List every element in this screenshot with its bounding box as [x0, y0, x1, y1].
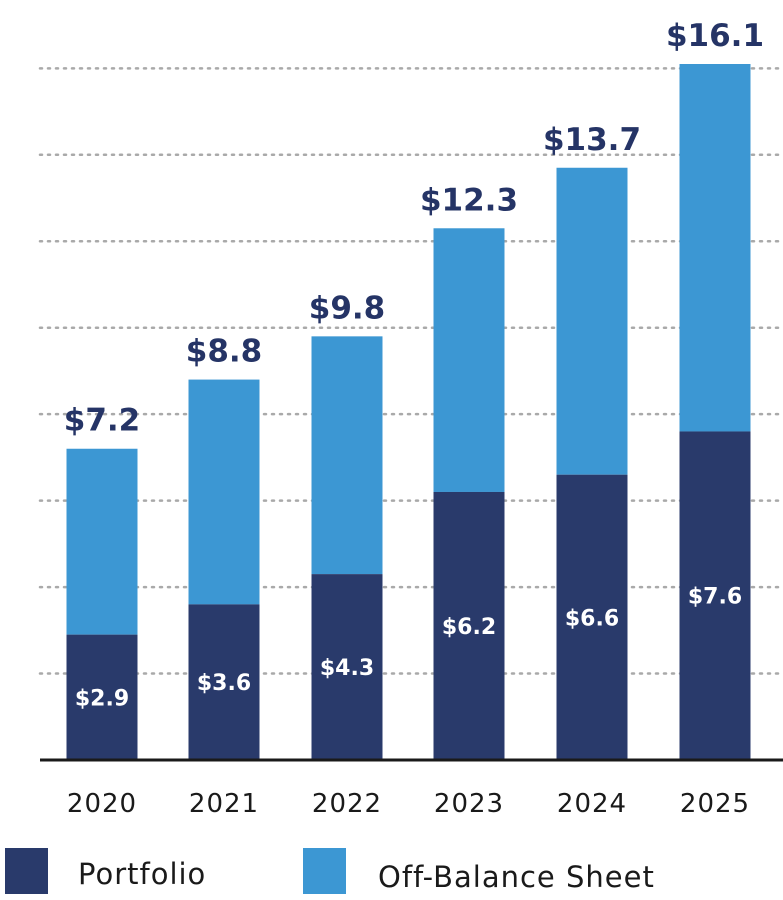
x-tick-2022: 2022 [312, 789, 382, 819]
total-label-2025: $16.1 [666, 18, 764, 54]
total-label-2023: $12.3 [420, 182, 518, 218]
bar-portfolio-2020 [66, 634, 138, 760]
portfolio-label-2021: $3.6 [197, 671, 251, 696]
bar-labels: $7.2 $2.9 $8.8 $3.6 $9.8 $4.3 $12.3 $6.2 $13.7 $6… [64, 18, 764, 711]
x-tick-2025: 2025 [680, 789, 750, 819]
total-label-2022: $9.8 [309, 290, 386, 326]
legend: Portfolio Off-Balance Sheet [5, 848, 655, 894]
x-tick-2021: 2021 [189, 789, 259, 819]
x-axis-ticks: 2020 2021 2022 2023 2024 2025 [67, 789, 750, 819]
bar-off-balance-2025 [679, 64, 751, 432]
gridlines [38, 67, 783, 675]
portfolio-label-2025: $7.6 [688, 585, 742, 610]
bar-off-balance-2023 [433, 228, 505, 492]
portfolio-label-2020: $2.9 [75, 686, 129, 711]
portfolio-label-2023: $6.2 [442, 615, 496, 640]
portfolio-label-2024: $6.6 [565, 606, 619, 631]
bar-off-balance-2021 [188, 379, 260, 605]
bar-portfolio-2025 [679, 431, 751, 760]
legend-swatch-portfolio [5, 848, 48, 894]
bar-portfolio-2021 [188, 604, 260, 760]
legend-label-off-balance: Off-Balance Sheet [378, 860, 655, 894]
total-label-2024: $13.7 [543, 122, 641, 158]
legend-label-portfolio: Portfolio [78, 857, 206, 891]
bar-portfolio-2022 [311, 574, 383, 760]
x-tick-2024: 2024 [557, 789, 627, 819]
bar-off-balance-2020 [66, 448, 138, 635]
portfolio-label-2022: $4.3 [320, 656, 374, 681]
bar-off-balance-2024 [556, 167, 628, 475]
bar-portfolio-2024 [556, 474, 628, 760]
bar-portfolio-2023 [433, 491, 505, 760]
bar-off-balance-2022 [311, 336, 383, 575]
total-label-2021: $8.8 [186, 334, 263, 370]
x-tick-2020: 2020 [67, 789, 137, 819]
total-label-2020: $7.2 [64, 403, 141, 439]
legend-swatch-off-balance [303, 848, 346, 894]
bars [66, 64, 751, 760]
x-tick-2023: 2023 [434, 789, 504, 819]
